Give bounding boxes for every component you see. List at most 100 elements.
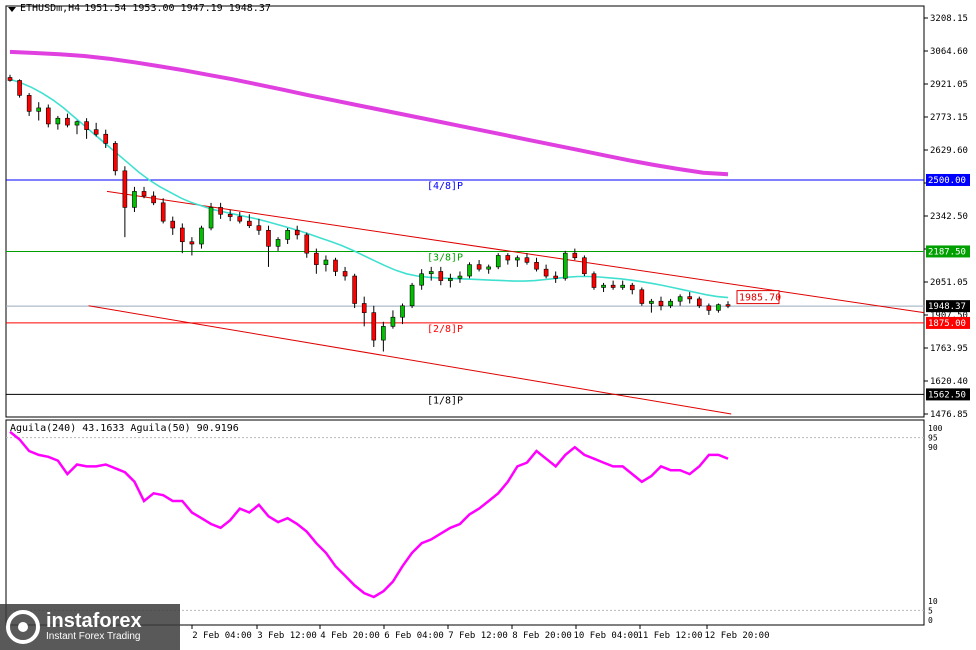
oscillator-pane-frame bbox=[5, 419, 925, 626]
candle-bear bbox=[572, 252, 578, 259]
candle-bull bbox=[448, 278, 453, 281]
candle-bear bbox=[687, 296, 693, 300]
oscillator-tick-label: 100 bbox=[928, 424, 943, 433]
instaforex-gear-icon bbox=[6, 610, 40, 644]
candle-bear bbox=[582, 257, 587, 275]
time-tick-label: 11 Feb 12:00 bbox=[637, 631, 702, 641]
price-tick-label: 1763.95 bbox=[930, 344, 968, 354]
channel-lower-line bbox=[88, 305, 732, 415]
candle-bear bbox=[141, 191, 147, 197]
candle-bear bbox=[237, 216, 243, 222]
candle-bear bbox=[610, 284, 616, 288]
candle-bear bbox=[352, 275, 357, 304]
instaforex-logo: instaforex Instant Forex Trading bbox=[0, 604, 180, 650]
price-tick-label: 2921.05 bbox=[930, 80, 968, 90]
candle-bull bbox=[55, 117, 61, 125]
collapse-triangle-icon[interactable] bbox=[8, 6, 16, 12]
price-tick-label: 1476.85 bbox=[930, 410, 968, 420]
candle-bear bbox=[371, 312, 377, 341]
current-price-tag-text: 1948.37 bbox=[928, 302, 966, 312]
price-tick-label: 3064.60 bbox=[930, 47, 968, 57]
chart-header: ETHUSDm,H4 1951.54 1953.00 1947.19 1948.… bbox=[8, 3, 271, 14]
candle-bear bbox=[304, 234, 310, 254]
candle-bear bbox=[218, 207, 223, 215]
candle-bear bbox=[658, 300, 664, 307]
oscillator-tick-label: 10 bbox=[928, 597, 938, 606]
time-tick-label: 12 Feb 20:00 bbox=[704, 631, 769, 641]
candle-bull bbox=[562, 252, 568, 279]
price-tick-label: 2773.15 bbox=[930, 113, 968, 123]
time-tick-label: 4 Feb 20:00 bbox=[320, 631, 380, 641]
time-tick-label: 7 Feb 12:00 bbox=[448, 631, 508, 641]
candle-bull bbox=[716, 304, 721, 311]
oscillator-tick-label: 0 bbox=[928, 616, 933, 625]
current-price-tag bbox=[926, 300, 970, 313]
ma-fast-tag-text: 1985.70 bbox=[739, 293, 781, 304]
candle-bull bbox=[601, 284, 606, 288]
candle-bear bbox=[113, 143, 118, 172]
ma-fast-line bbox=[9, 78, 729, 299]
price-tick-label: 2629.60 bbox=[930, 146, 968, 156]
pivot-level-label: [2/8]P bbox=[427, 324, 463, 335]
logo-tagline: Instant Forex Trading bbox=[46, 631, 141, 642]
candle-bear bbox=[247, 220, 252, 227]
candle-bear bbox=[256, 225, 262, 231]
indicator-header: Aguila(240) 43.1633 Aguila(50) 90.9196 bbox=[10, 423, 239, 434]
candle-bear bbox=[294, 229, 300, 236]
pivot-level-tag bbox=[926, 173, 970, 186]
candle-bear bbox=[543, 268, 549, 277]
candle-bear bbox=[314, 252, 319, 265]
candle-bear bbox=[189, 241, 195, 245]
ma-fast-tag bbox=[736, 290, 780, 305]
candle-bear bbox=[17, 80, 22, 96]
candle-bear bbox=[476, 264, 482, 270]
pivot-level-tag-text: 1562.50 bbox=[928, 390, 966, 400]
candle-bear bbox=[266, 229, 271, 247]
candle-bull bbox=[285, 229, 290, 240]
pivot-level-tag bbox=[926, 316, 970, 329]
candle-bull bbox=[74, 121, 80, 126]
logo-brand: instaforex bbox=[46, 610, 142, 632]
candle-bull bbox=[515, 257, 520, 261]
candle-bull bbox=[495, 255, 501, 268]
candle-bear bbox=[122, 170, 128, 208]
candle-bear bbox=[696, 298, 702, 307]
candle-bull bbox=[467, 264, 472, 277]
candle-bear bbox=[553, 275, 558, 279]
candle-bull bbox=[199, 227, 204, 245]
time-tick-label: 6 Feb 04:00 bbox=[384, 631, 444, 641]
candle-bull bbox=[620, 284, 625, 288]
candle-bull bbox=[390, 316, 396, 327]
candle-bull bbox=[208, 207, 214, 229]
channel-upper-line bbox=[106, 190, 925, 314]
indicator-label-240: Aguila(240) 43.1633 bbox=[10, 423, 125, 434]
candle-bear bbox=[103, 133, 109, 144]
price-tick-label: 2342.50 bbox=[930, 212, 968, 222]
price-tick-label: 3208.15 bbox=[930, 14, 968, 24]
candle-bull bbox=[36, 107, 42, 112]
candle-bull bbox=[649, 300, 654, 304]
candle-bull bbox=[677, 296, 683, 302]
candle-bear bbox=[333, 259, 338, 272]
candle-bear bbox=[524, 257, 530, 263]
candle-bear bbox=[180, 227, 185, 243]
indicator-label-50: Aguila(50) 90.9196 bbox=[130, 423, 239, 434]
candle-bull bbox=[419, 273, 424, 286]
candle-bear bbox=[151, 195, 156, 204]
time-tick-label: 10 Feb 04:00 bbox=[573, 631, 638, 641]
pivot-level-tag bbox=[926, 388, 970, 401]
candle-bear bbox=[639, 289, 645, 304]
candle-bull bbox=[132, 191, 137, 208]
pivot-level-label: [1/8]P bbox=[427, 395, 463, 406]
candle-bear bbox=[725, 304, 731, 307]
pivot-level-tag-text: 2187.50 bbox=[928, 247, 966, 257]
candle-bull bbox=[668, 300, 673, 307]
pivot-level-tag-text: 1875.00 bbox=[928, 319, 966, 329]
pivot-level-label: [4/8]P bbox=[427, 181, 463, 192]
candle-bear bbox=[706, 305, 712, 311]
candle-bear bbox=[93, 129, 99, 135]
candle-bull bbox=[323, 259, 329, 265]
candle-bull bbox=[381, 326, 386, 341]
ma-slow-line bbox=[9, 49, 729, 177]
